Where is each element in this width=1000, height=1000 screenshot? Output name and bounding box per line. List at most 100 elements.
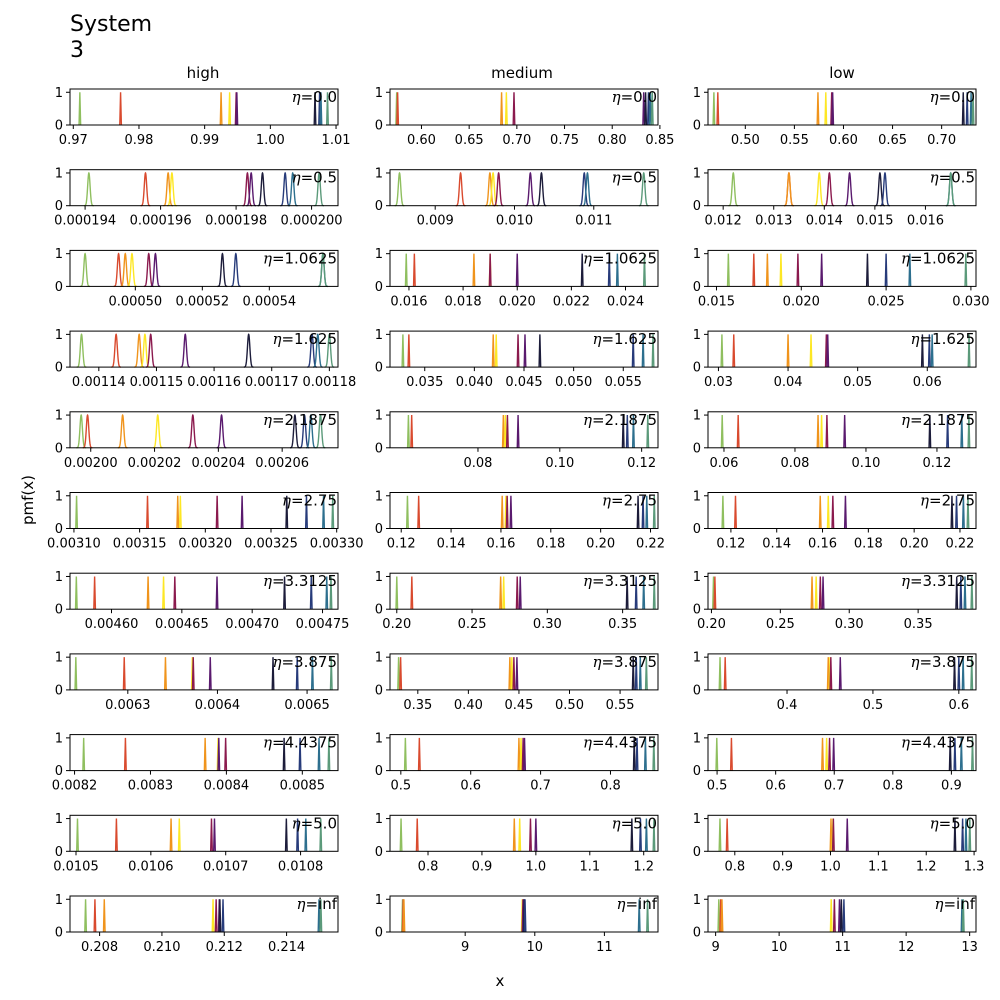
series-line-9-2-7 bbox=[961, 818, 965, 852]
eta-label: η=5.0 bbox=[612, 814, 657, 832]
x-tick-label: 0.00330 bbox=[310, 537, 364, 552]
series-line-10-1-9 bbox=[646, 899, 650, 933]
series-line-0-2-8 bbox=[969, 92, 973, 126]
series-line-5-2-6 bbox=[950, 495, 954, 529]
series-line-1-1-9 bbox=[638, 171, 649, 207]
series-line-1-1-1 bbox=[455, 171, 466, 207]
series-line-7-1-1 bbox=[399, 657, 403, 690]
series-line-5-2-4 bbox=[831, 495, 835, 529]
series-line-9-1-6 bbox=[630, 818, 634, 852]
x-tick-label: 0.012 bbox=[705, 214, 742, 229]
x-tick-label: 0.040 bbox=[456, 375, 493, 390]
x-tick-label: 0.020 bbox=[783, 294, 820, 309]
x-tick-label: 0.016 bbox=[390, 294, 427, 309]
series-line-9-2-4 bbox=[831, 818, 835, 852]
series-line-6-0-1 bbox=[93, 576, 97, 610]
x-tick-label: 0.9 bbox=[941, 779, 962, 794]
series-line-5-2-9 bbox=[966, 495, 970, 529]
x-tick-label: 0.011 bbox=[575, 214, 612, 229]
x-tick-label: 0.7 bbox=[824, 779, 845, 794]
x-tick-label: 0.08 bbox=[463, 456, 492, 471]
series-line-9-0-8 bbox=[304, 818, 308, 852]
series-line-1-1-4 bbox=[493, 171, 504, 207]
series-line-5-1-1 bbox=[417, 495, 421, 529]
series-line-5-0-1 bbox=[146, 495, 150, 529]
x-tick-label: 0.06 bbox=[709, 456, 738, 471]
x-tick-label: 1.01 bbox=[322, 133, 351, 148]
series-line-0-2-2 bbox=[816, 92, 820, 126]
series-line-2-0-7 bbox=[230, 252, 241, 288]
x-tick-label: 0.022 bbox=[553, 294, 590, 309]
x-tick-label: 0.16 bbox=[808, 537, 837, 552]
series-line-7-0-9 bbox=[329, 657, 333, 690]
series-line-3-0-0 bbox=[76, 333, 87, 368]
series-line-7-2-1 bbox=[723, 657, 727, 690]
series-line-6-1-3 bbox=[502, 576, 506, 610]
series-line-4-1-0 bbox=[406, 415, 410, 448]
series-line-6-2-4 bbox=[818, 576, 822, 610]
x-tick-label: 0.08 bbox=[780, 456, 809, 471]
series-line-9-1-1 bbox=[415, 818, 419, 852]
series-line-0-2-6 bbox=[961, 92, 965, 126]
eta-label: η=1.625 bbox=[592, 330, 657, 348]
x-tick-label: 0.000200 bbox=[281, 214, 343, 229]
x-tick-label: 10 bbox=[527, 940, 544, 955]
series-line-7-0-4 bbox=[191, 657, 195, 690]
series-line-9-2-5 bbox=[845, 818, 849, 852]
y-tick-label: 0 bbox=[375, 441, 383, 456]
x-tick-label: 0.00202 bbox=[128, 456, 182, 471]
series-line-8-1-8 bbox=[643, 737, 647, 771]
axes-frame-2-0 bbox=[69, 249, 339, 287]
x-tick-label: 1.1 bbox=[868, 859, 889, 874]
series-line-1-2-4 bbox=[824, 171, 835, 207]
x-tick-label: 0.70 bbox=[927, 133, 956, 148]
y-tick-label: 1 bbox=[55, 86, 63, 101]
series-line-4-0-6 bbox=[290, 413, 300, 449]
x-tick-label: 0.22 bbox=[945, 537, 974, 552]
axes-frame-7-1 bbox=[389, 653, 659, 691]
series-line-2-2-7 bbox=[884, 253, 888, 287]
series-line-1-0-4 bbox=[242, 171, 253, 207]
y-tick-label: 0 bbox=[693, 764, 701, 779]
series-line-4-1-1 bbox=[410, 415, 414, 448]
series-line-7-2-6 bbox=[953, 657, 957, 690]
series-line-0-1-6 bbox=[644, 92, 648, 126]
series-line-9-1-7 bbox=[638, 818, 642, 852]
series-line-1-2-0 bbox=[728, 171, 739, 207]
axes-frame-10-2 bbox=[707, 895, 977, 933]
series-line-2-1-6 bbox=[580, 253, 584, 287]
eta-label: η=inf bbox=[296, 895, 337, 913]
series-line-7-2-0 bbox=[718, 657, 722, 690]
x-tick-label: 0.018 bbox=[444, 294, 481, 309]
series-line-8-2-1 bbox=[729, 737, 733, 771]
x-tick-label: 0.10 bbox=[545, 456, 574, 471]
series-line-1-2-7 bbox=[880, 171, 890, 207]
series-line-1-2-6 bbox=[875, 171, 885, 207]
series-line-8-1-5 bbox=[523, 737, 527, 771]
series-line-1-2-5 bbox=[844, 171, 855, 207]
series-line-4-1-3 bbox=[503, 415, 507, 448]
series-line-0-1-5 bbox=[642, 92, 646, 126]
y-tick-label: 1 bbox=[375, 570, 383, 585]
series-line-7-0-8 bbox=[310, 657, 314, 690]
eta-label: η=3.875 bbox=[272, 653, 337, 671]
series-line-10-2-7 bbox=[842, 899, 846, 933]
series-line-0-2-1 bbox=[716, 92, 720, 126]
series-line-3-1-9 bbox=[651, 334, 655, 368]
series-line-1-1-3 bbox=[488, 171, 498, 207]
x-tick-label: 1.0 bbox=[526, 859, 547, 874]
series-line-2-1-1 bbox=[412, 253, 416, 287]
series-line-3-0-1 bbox=[111, 333, 121, 368]
axes-frame-7-2 bbox=[707, 653, 977, 691]
y-tick-label: 1 bbox=[693, 86, 701, 101]
x-tick-label: 0.5 bbox=[390, 779, 411, 794]
series-line-2-1-7 bbox=[607, 253, 611, 287]
series-line-2-0-9 bbox=[318, 252, 328, 288]
series-line-1-0-9 bbox=[314, 171, 325, 207]
x-tick-label: 0.214 bbox=[268, 940, 305, 955]
series-line-5-0-0 bbox=[75, 495, 79, 529]
eta-label: η=2.1875 bbox=[583, 411, 657, 429]
series-line-3-2-6 bbox=[920, 334, 924, 368]
x-tick-label: 0.14 bbox=[762, 537, 791, 552]
series-line-5-2-2 bbox=[818, 495, 822, 529]
